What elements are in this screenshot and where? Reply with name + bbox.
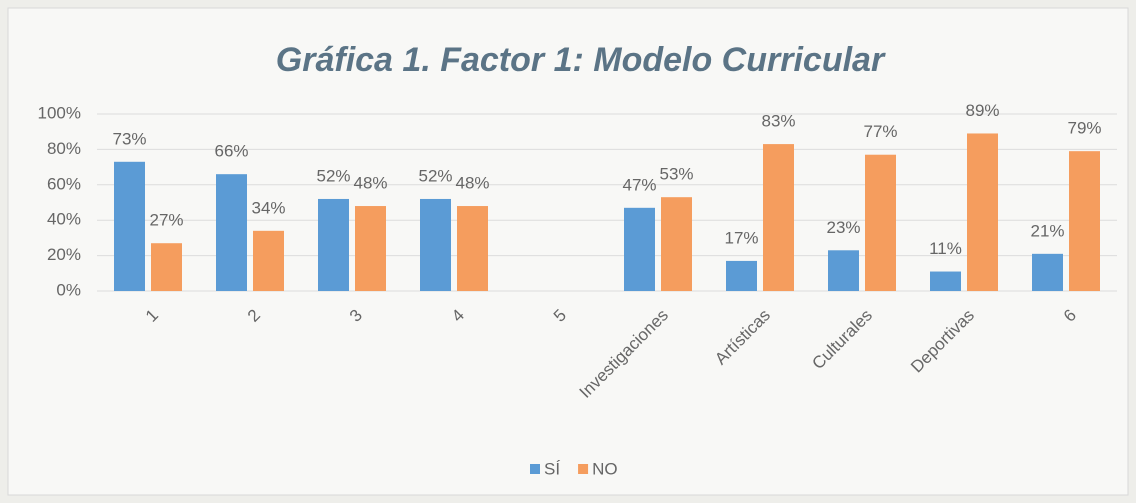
y-tick-label: 80% [47,139,81,158]
data-label: 52% [418,166,452,185]
bar [216,174,247,291]
data-label: 52% [316,166,350,185]
bar [253,230,284,291]
bar [967,133,998,291]
legend-label: SÍ [544,459,560,478]
y-tick-label: 0% [56,280,81,299]
bar [624,207,655,291]
bar [865,154,896,291]
bar [661,197,692,291]
data-label: 17% [724,228,758,247]
data-label: 11% [929,239,962,258]
y-tick-label: 40% [47,210,81,229]
bar [457,206,488,291]
bar [828,250,859,291]
legend-swatch [578,464,589,474]
bar [114,161,145,291]
bar [420,198,451,291]
legend-swatch [530,464,540,474]
bar [1069,151,1100,291]
chart-title: Gráfica 1. Factor 1: Modelo Curricular [276,41,886,79]
data-label: 48% [353,174,387,193]
y-tick-label: 20% [47,245,81,264]
data-label: 66% [214,142,248,161]
bar [763,144,794,291]
data-label: 83% [761,112,795,131]
data-label: 47% [622,175,656,194]
bar [726,260,757,291]
data-label: 77% [863,122,897,141]
bar [151,243,182,291]
bar [355,206,386,291]
bar [318,198,349,291]
y-tick-label: 100% [38,103,81,122]
data-label: 23% [826,218,860,237]
data-label: 79% [1067,119,1101,138]
data-label: 48% [455,174,489,193]
chart-area [7,7,1129,496]
data-label: 34% [251,198,285,217]
data-label: 27% [149,211,183,230]
data-label: 21% [1030,221,1064,240]
data-label: 53% [659,165,693,184]
data-label: 73% [112,129,146,148]
y-tick-label: 60% [47,174,81,193]
legend-label: NO [592,459,618,478]
bar [930,271,961,291]
bar [1032,253,1063,291]
data-label: 89% [965,101,999,120]
